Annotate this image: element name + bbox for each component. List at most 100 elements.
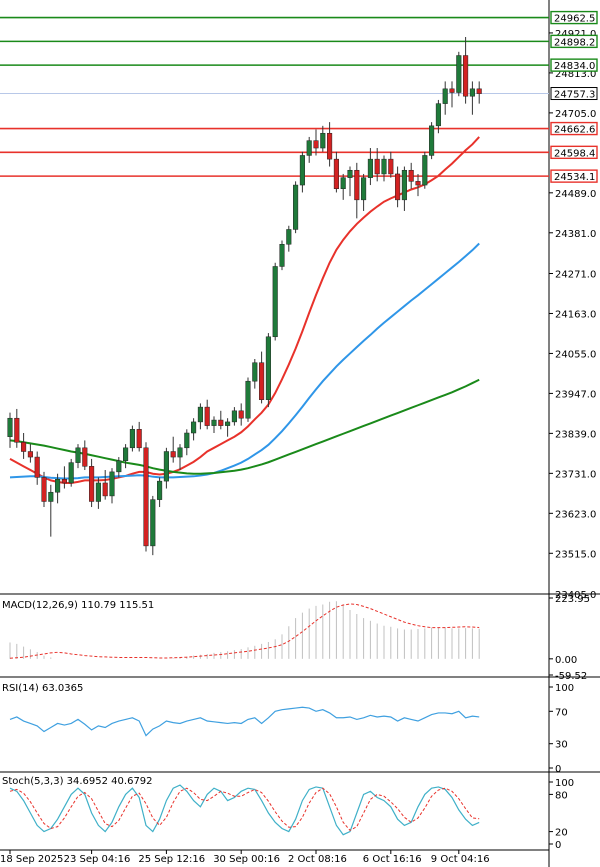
price-tick-label: 24055.0 xyxy=(555,349,596,360)
price-tick-label: 23839.0 xyxy=(555,429,596,440)
candle-body xyxy=(259,362,265,400)
candle-body xyxy=(225,421,231,426)
candle-body xyxy=(21,442,27,452)
candle-body xyxy=(150,499,156,547)
candle-body xyxy=(327,132,333,160)
candle-body xyxy=(463,55,469,97)
candle-body xyxy=(435,103,441,127)
candle-body xyxy=(429,125,435,156)
moving-average-line xyxy=(9,136,480,484)
candle-body xyxy=(218,419,224,426)
candle-body xyxy=(231,410,237,423)
rsi-line xyxy=(9,706,480,737)
time-tick-label: 9 Oct 04:16 xyxy=(431,854,490,865)
candle-body xyxy=(272,266,278,338)
candle-body xyxy=(333,158,339,189)
candle-body xyxy=(197,406,203,423)
candle-body xyxy=(442,88,448,104)
stoch-tick-label: 80 xyxy=(555,790,568,801)
candle-body xyxy=(82,447,88,467)
candle-body xyxy=(320,132,326,149)
stoch-label: Stoch(5,3,3) 34.6952 40.6792 xyxy=(2,776,153,787)
candle-body xyxy=(34,456,40,478)
candle-body xyxy=(354,169,360,201)
candle-body xyxy=(102,482,108,497)
time-tick-label: 30 Sep 00:16 xyxy=(213,854,280,865)
stoch-tick-label: 100 xyxy=(555,778,574,789)
support-level-label: 24598.4 xyxy=(554,148,595,159)
stoch-d-line xyxy=(9,787,480,831)
candle-body xyxy=(61,479,67,484)
rsi-tick-label: 100 xyxy=(555,683,574,694)
resistance-level-tag xyxy=(550,58,598,72)
resistance-level-label: 24898.2 xyxy=(554,37,595,48)
candle-body xyxy=(129,429,135,449)
candle-body xyxy=(374,158,380,175)
candle-body xyxy=(143,447,149,547)
candle-body xyxy=(170,451,176,458)
candle-body xyxy=(456,55,462,93)
candle-body xyxy=(252,362,258,382)
candle-body xyxy=(449,88,455,93)
price-tick-label: 23515.0 xyxy=(555,549,596,560)
candle-body xyxy=(55,479,61,493)
candle-body xyxy=(401,169,407,201)
stoch-k-line xyxy=(9,784,480,836)
candle-body xyxy=(313,140,319,149)
time-tick-label: 2 Oct 08:16 xyxy=(288,854,347,865)
candle-body xyxy=(361,177,367,201)
candle-body xyxy=(286,229,292,245)
candle-body xyxy=(204,406,210,426)
candle-body xyxy=(367,158,373,178)
candle-body xyxy=(7,417,13,437)
candle-body xyxy=(136,429,142,449)
resistance-level-label: 24962.5 xyxy=(554,14,595,25)
price-tick-label: 24489.0 xyxy=(555,189,596,200)
candle-body xyxy=(408,169,414,182)
moving-average-line xyxy=(9,242,480,480)
candle-body xyxy=(265,336,271,400)
candle-body xyxy=(476,88,482,94)
price-tick-label: 24813.0 xyxy=(555,69,596,80)
candle-body xyxy=(14,417,20,443)
rsi-tick-label: 0 xyxy=(555,764,561,775)
moving-average-line xyxy=(9,378,480,475)
stoch-tick-label: 20 xyxy=(555,828,568,839)
candle-body xyxy=(184,432,190,449)
candle-body xyxy=(395,173,401,201)
candle-body xyxy=(469,88,475,97)
candle-body xyxy=(157,480,163,500)
current-price-tag xyxy=(550,87,598,101)
time-tick-label: 6 Oct 16:16 xyxy=(363,854,422,865)
time-tick-label: 18 Sep 2025 xyxy=(0,854,63,865)
candle-body xyxy=(422,155,428,186)
candle-body xyxy=(27,451,33,458)
candle-body xyxy=(347,169,353,178)
price-tick-label: 24705.0 xyxy=(555,109,596,120)
candle-body xyxy=(306,140,312,156)
rsi-tick-label: 70 xyxy=(555,707,568,718)
candle-body xyxy=(48,491,54,502)
candle-body xyxy=(109,471,115,497)
candle-body xyxy=(238,410,244,419)
candle-body xyxy=(95,482,101,502)
price-tick-label: 23405.0 xyxy=(555,590,596,601)
price-tick-label: 23731.0 xyxy=(555,469,596,480)
macd-tick-label: -59.52 xyxy=(555,671,587,682)
candle-body xyxy=(381,158,387,175)
candle-body xyxy=(123,447,129,462)
candle-body xyxy=(211,419,217,426)
resistance-level-label: 24834.0 xyxy=(554,61,595,72)
price-tick-label: 24381.0 xyxy=(555,229,596,240)
resistance-level-tag xyxy=(550,10,598,25)
macd-tick-label: 0.00 xyxy=(555,655,577,666)
price-tick-label: 24921.0 xyxy=(555,29,596,40)
macd-label: MACD(12,26,9) 110.79 115.51 xyxy=(2,600,154,611)
macd-signal-line xyxy=(9,603,480,659)
candle-body xyxy=(299,155,305,186)
time-tick-label: 25 Sep 12:16 xyxy=(138,854,205,865)
candle-body xyxy=(415,181,421,186)
candle-body xyxy=(68,462,74,484)
candle-body xyxy=(41,477,47,502)
